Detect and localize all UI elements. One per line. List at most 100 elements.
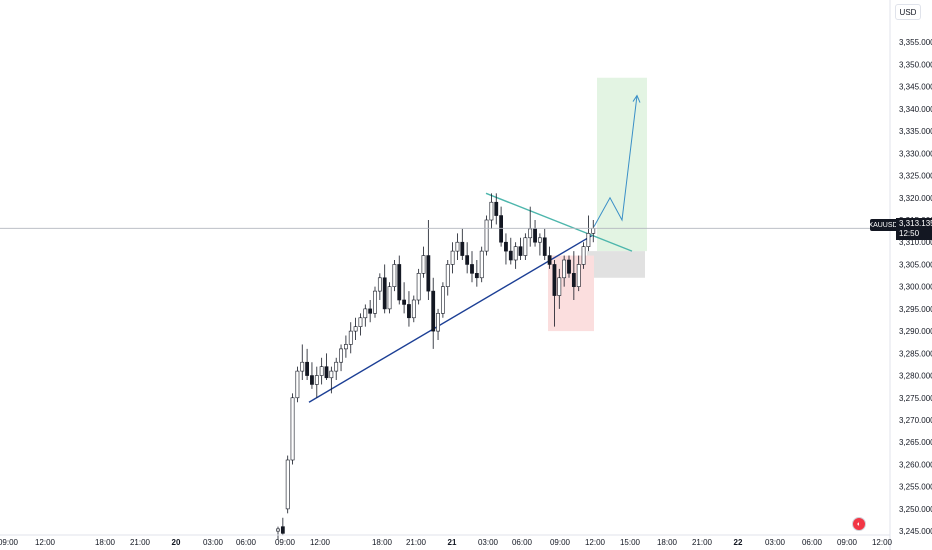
time-axis-label: 12:00 <box>872 538 893 547</box>
candle <box>300 344 305 380</box>
candle <box>363 304 368 327</box>
take-profit-zone <box>597 77 647 252</box>
candle <box>436 308 440 340</box>
time-axis-label: 21 <box>448 538 457 547</box>
candle <box>450 242 455 274</box>
bar-countdown: 12:50 <box>899 229 920 238</box>
symbol-tag: XAUUSD <box>868 219 898 231</box>
time-axis-label: 03:00 <box>203 538 224 547</box>
candle <box>571 251 576 300</box>
candle <box>499 206 504 247</box>
candle <box>542 228 547 260</box>
resistance-trendline <box>485 192 633 252</box>
candle <box>397 255 402 305</box>
time-axis-label: 18:00 <box>657 538 678 547</box>
candle <box>455 233 460 260</box>
candle <box>528 206 533 247</box>
candle <box>562 255 567 287</box>
price-axis-label: 3,280.000 <box>899 372 932 381</box>
time-axis-label: 09:00 <box>275 538 296 547</box>
candle <box>508 237 513 265</box>
candle <box>576 255 581 292</box>
candle <box>402 282 407 314</box>
candle <box>465 242 470 274</box>
price-axis-label: 3,340.000 <box>899 105 932 114</box>
time-axis-label: 06:00 <box>236 538 257 547</box>
time-axis-label: 15:00 <box>620 538 641 547</box>
candle <box>421 246 426 278</box>
candle <box>353 317 358 340</box>
price-axis-label: 3,260.000 <box>899 460 932 469</box>
candle <box>557 268 562 309</box>
projection-path <box>593 95 638 227</box>
time-axis-label: 12:00 <box>585 538 606 547</box>
candle <box>310 362 314 389</box>
candle <box>537 233 542 256</box>
price-axis-label: 3,250.000 <box>899 505 932 514</box>
candle <box>387 282 392 314</box>
currency-label[interactable]: USD <box>895 4 921 20</box>
time-axis-label: 22 <box>734 538 743 547</box>
price-axis-label: 3,285.000 <box>899 349 932 358</box>
candle <box>591 220 596 243</box>
price-axis-label: 3,295.000 <box>899 305 932 314</box>
candle <box>324 353 329 380</box>
price-axis-label: 3,345.000 <box>899 83 932 92</box>
price-axis-label: 3,270.000 <box>899 416 932 425</box>
candle <box>513 242 518 269</box>
candle <box>411 295 416 323</box>
candle <box>440 282 445 318</box>
current-price-tag: 3,313.135 12:50 <box>896 218 932 240</box>
candle <box>567 255 571 278</box>
candle <box>470 251 474 283</box>
time-axis-label: 21:00 <box>130 538 151 547</box>
price-axis-label: 3,310.000 <box>899 238 932 247</box>
time-axis-label: 06:00 <box>802 538 823 547</box>
price-axis-label: 3,265.000 <box>899 438 932 447</box>
price-axis-label: 3,330.000 <box>899 149 932 158</box>
candle <box>343 335 348 358</box>
price-axis-label: 3,325.000 <box>899 172 932 181</box>
time-axis-label: 12:00 <box>310 538 331 547</box>
time-axis-label: 21:00 <box>692 538 713 547</box>
candle <box>484 215 489 256</box>
time-axis[interactable]: 09:00 12:00 18:00 21:00 20 03:00 06:00 09:00 12:… <box>0 534 893 547</box>
candle <box>523 233 528 260</box>
candle <box>416 268 421 305</box>
time-axis-label: 18:00 <box>95 538 116 547</box>
time-axis-label: 09:00 <box>550 538 571 547</box>
price-axis-label: 3,355.000 <box>899 38 932 47</box>
support-trendline <box>308 234 593 403</box>
candle <box>431 277 436 349</box>
candle <box>285 455 290 514</box>
candle <box>581 242 586 269</box>
position-zones <box>548 77 647 332</box>
candle <box>460 228 465 260</box>
price-axis-label: 3,300.000 <box>899 283 932 292</box>
candle <box>373 286 377 318</box>
candle <box>305 348 310 380</box>
time-axis-label: 09:00 <box>0 538 19 547</box>
price-axis-label: 3,290.000 <box>899 327 932 336</box>
time-axis-label: 06:00 <box>512 538 533 547</box>
time-axis-label: 20 <box>172 538 181 547</box>
time-axis-label: 12:00 <box>35 538 56 547</box>
price-axis-label: 3,350.000 <box>899 60 932 69</box>
candle <box>479 246 484 283</box>
candle <box>276 526 280 540</box>
candle <box>426 220 431 300</box>
price-axis-label: 3,335.000 <box>899 127 932 136</box>
tradingview-logo-icon[interactable]: ◐ <box>852 517 866 531</box>
time-axis-label: 03:00 <box>765 538 786 547</box>
projection-arrow-icon <box>632 94 641 103</box>
candle <box>518 237 523 260</box>
candle <box>407 291 411 327</box>
candle <box>334 357 339 380</box>
candle <box>295 366 300 403</box>
candle <box>339 344 343 372</box>
candle <box>552 260 557 327</box>
candlestick-series <box>276 193 596 540</box>
price-axis[interactable]: 3,355.000 3,350.000 3,345.000 3,340.000 3,33… <box>889 0 932 550</box>
candle <box>329 366 334 394</box>
